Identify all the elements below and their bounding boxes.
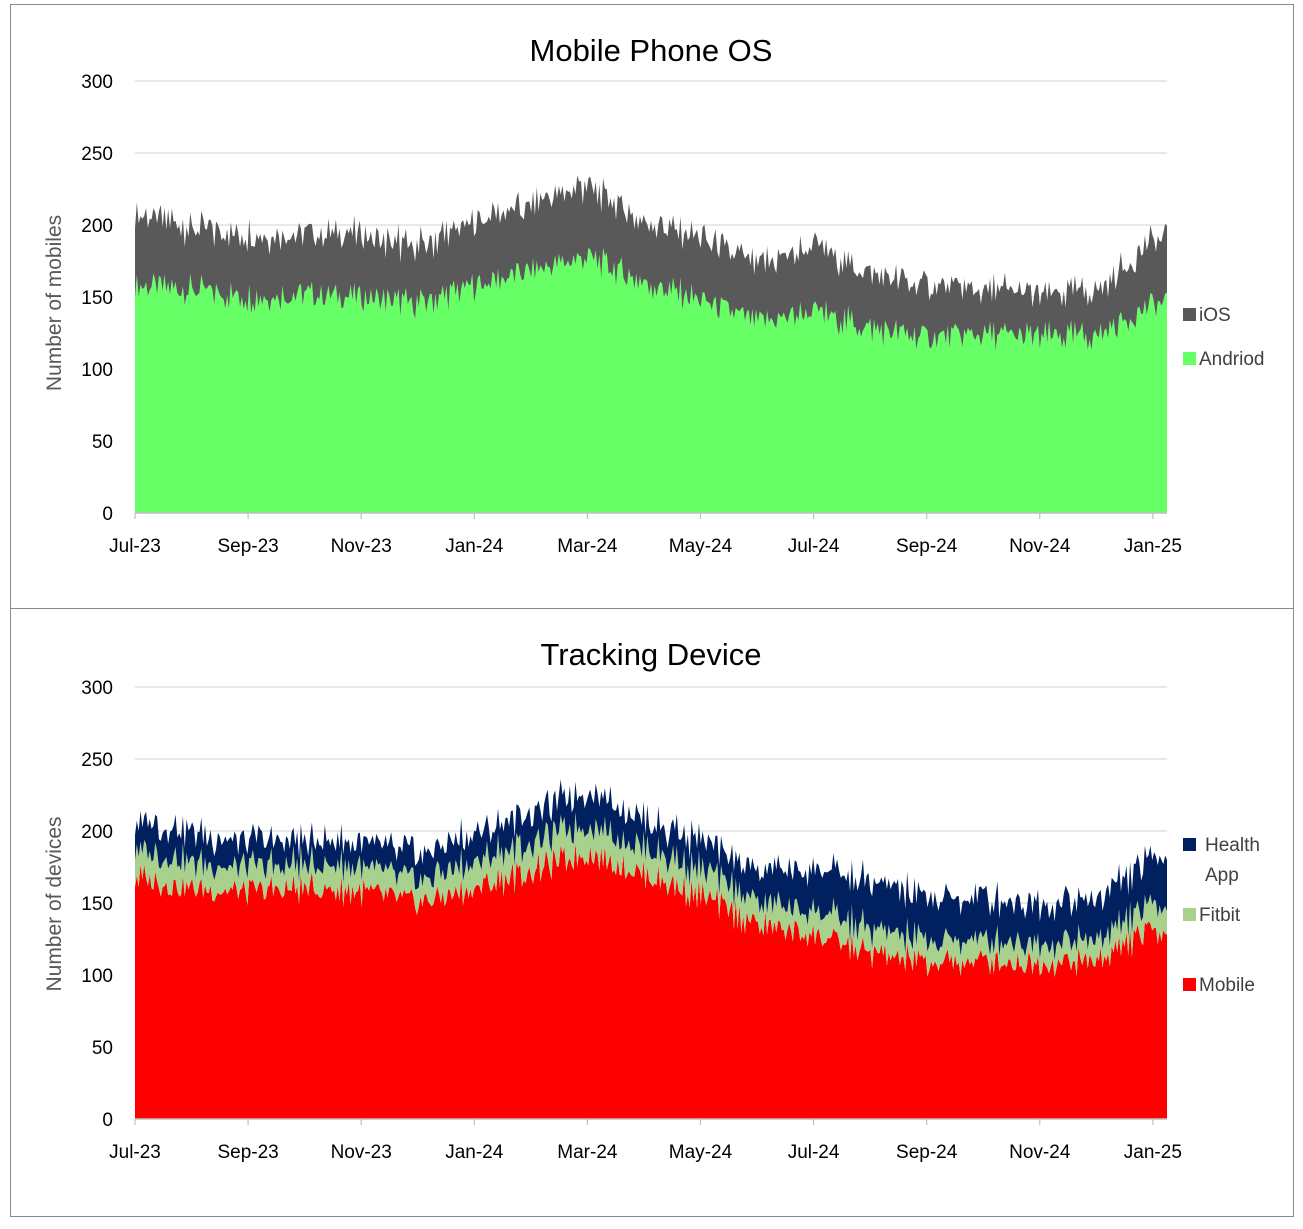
- legend-swatch-health-app: [1183, 838, 1196, 851]
- y-tick-label: 100: [81, 966, 113, 987]
- x-tick-label: Mar-24: [557, 536, 618, 557]
- x-tick-label: Sep-24: [896, 536, 958, 557]
- x-tick-label: Jul-23: [109, 1142, 161, 1163]
- y-tick-label: 200: [81, 216, 113, 237]
- y-tick-label: 0: [102, 1110, 113, 1131]
- area-series-group: [135, 779, 1167, 1119]
- axes: 0 50 100 150 200 250 300 Jul-23 Sep-23 Nov-23 Jan-…: [81, 72, 1182, 557]
- legend-swatch-ios: [1183, 308, 1196, 321]
- chart-title: Tracking Device: [540, 637, 761, 672]
- x-tick-label: Nov-23: [331, 1142, 392, 1163]
- y-tick-label: 250: [81, 750, 113, 771]
- y-tick-label: 0: [102, 504, 113, 525]
- legend-label-mobile: Mobile: [1199, 975, 1255, 996]
- y-tick-label: 100: [81, 360, 113, 381]
- legend-swatch-andriod: [1183, 352, 1196, 365]
- legend: Health App Fitbit Mobile: [1183, 835, 1260, 996]
- y-tick-label: 300: [81, 678, 113, 699]
- mobile-os-chart: Mobile Phone OS Number of mobiles 0 50 100…: [43, 33, 1265, 557]
- y-tick-label: 300: [81, 72, 113, 93]
- y-tick-label: 150: [81, 894, 113, 915]
- x-tick-label: Jul-23: [109, 536, 161, 557]
- x-tick-label: May-24: [669, 1142, 733, 1163]
- y-tick-label: 200: [81, 822, 113, 843]
- x-tick-label: Nov-23: [331, 536, 392, 557]
- legend-label-andriod: Andriod: [1199, 349, 1265, 370]
- tracking-device-chart: Tracking Device Number of devices 0 50 100…: [43, 637, 1260, 1163]
- y-axis-label: Number of mobiles: [43, 215, 66, 391]
- chart-panel-mobile-os: Mobile Phone OS Number of mobiles 0 50 100…: [10, 4, 1294, 610]
- legend-label-health-app: App: [1205, 865, 1239, 886]
- x-tick-label: Jan-25: [1124, 536, 1182, 557]
- axes: 0 50 100 150 200 250 300 Jul-23 Sep-23 Nov-23 Jan-…: [81, 678, 1182, 1163]
- legend: iOS Andriod: [1183, 305, 1265, 370]
- x-tick-label: Jan-25: [1124, 1142, 1182, 1163]
- x-tick-label: Nov-24: [1009, 536, 1071, 557]
- x-tick-label: Nov-24: [1009, 1142, 1071, 1163]
- legend-swatch-fitbit: [1183, 908, 1196, 921]
- series-area-mobile: [135, 842, 1167, 1119]
- x-tick-label: Jan-24: [445, 536, 504, 557]
- x-tick-label: Jul-24: [788, 1142, 840, 1163]
- x-tick-label: Jul-24: [788, 536, 840, 557]
- series-area-health-app: [135, 779, 1167, 961]
- y-tick-label: 50: [92, 1038, 113, 1059]
- y-axis-label: Number of devices: [43, 816, 66, 991]
- legend-label-ios: iOS: [1199, 305, 1231, 326]
- chart-panel-tracking-device: Tracking Device Number of devices 0 50 100…: [10, 608, 1294, 1217]
- y-tick-label: 50: [92, 432, 113, 453]
- x-tick-label: May-24: [669, 536, 733, 557]
- y-tick-label: 150: [81, 288, 113, 309]
- legend-swatch-mobile: [1183, 978, 1196, 991]
- area-series-group: [135, 175, 1167, 513]
- x-tick-label: Jan-24: [445, 1142, 504, 1163]
- legend-label-fitbit: Fitbit: [1199, 905, 1241, 926]
- x-tick-label: Sep-23: [217, 536, 278, 557]
- x-tick-label: Sep-23: [217, 1142, 278, 1163]
- legend-label-health-app: Health: [1205, 835, 1260, 856]
- series-area-andriod: [135, 247, 1167, 513]
- chart-title: Mobile Phone OS: [530, 33, 773, 68]
- y-tick-label: 250: [81, 144, 113, 165]
- x-tick-label: Mar-24: [557, 1142, 618, 1163]
- series-area-ios: [135, 175, 1167, 351]
- x-tick-label: Sep-24: [896, 1142, 958, 1163]
